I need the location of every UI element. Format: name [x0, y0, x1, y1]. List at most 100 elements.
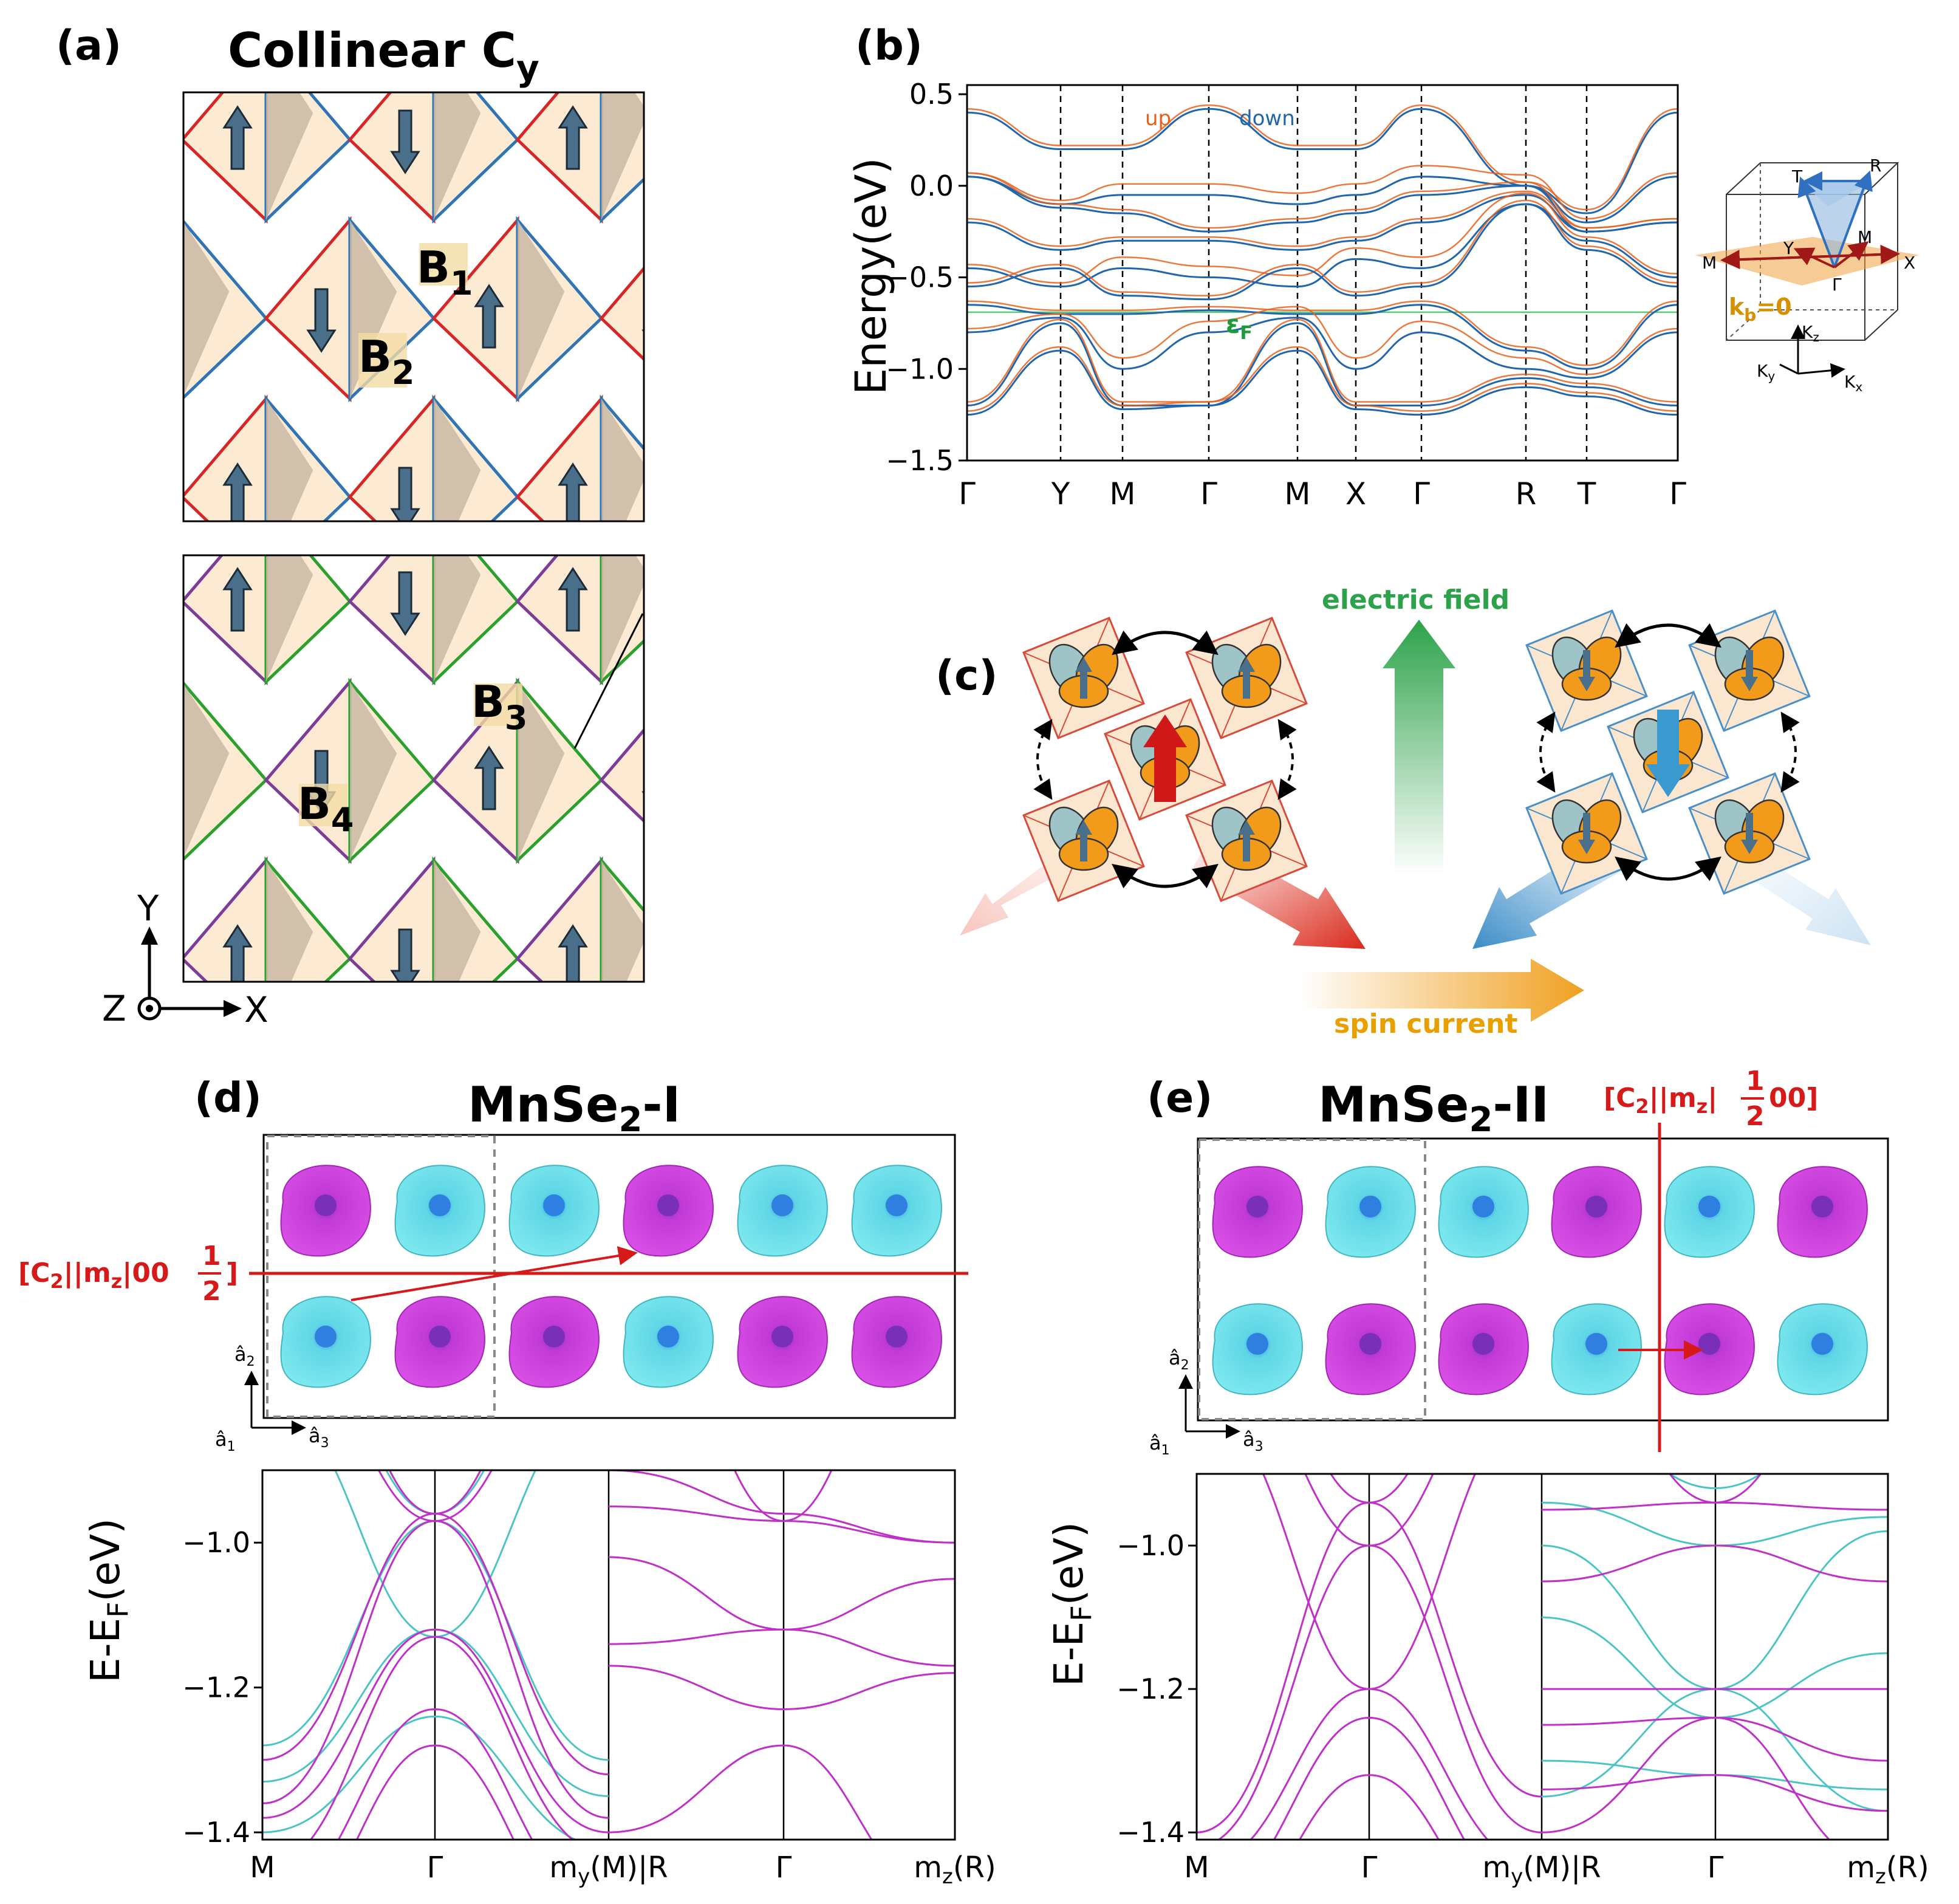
lattice-triangle: [769, 324, 853, 503]
spin-down-arrow: [643, 646, 670, 708]
lattice-shade: [266, 92, 313, 221]
lattice-shade: [769, 41, 816, 220]
x-tick-label: M: [250, 1851, 275, 1885]
vec-a3-d: â3: [309, 1424, 329, 1451]
band-line: [734, 1470, 833, 1522]
spin-down-arrow: [1578, 813, 1595, 854]
symmetry-close-d: ]: [226, 1258, 238, 1289]
band-line: [1330, 1474, 1409, 1504]
label-b3: B3: [471, 676, 527, 737]
lattice-triangle: [183, 677, 184, 865]
panel-b-axes: 0.50.0−0.5−1.0−1.5Γ Y M Γ M X Γ R T Γ: [886, 78, 1686, 512]
band-line: [1669, 1474, 1762, 1504]
lattice-triangle: [183, 600, 185, 603]
lattice-triangle: [98, 1039, 182, 1217]
dashed-coupling: [1033, 719, 1053, 800]
mn-atom: [1811, 1333, 1833, 1355]
panel-b: (b) Energy(eV) 0.50.0−0.5−1.0−1.5Γ Y M Γ M X Γ…: [846, 22, 1920, 512]
band-up: [967, 192, 1678, 284]
fermi-label: εF: [1226, 309, 1253, 344]
lattice-top-frame: [182, 91, 645, 522]
lattice-shade: [769, 503, 816, 682]
lattice-shade: [183, 222, 230, 396]
k-point-label: Γ: [959, 476, 976, 512]
octahedra-cluster-up: [1022, 617, 1308, 902]
lattice-triangle: [182, 1039, 266, 1217]
spin-up-arrow: [474, 745, 504, 810]
spin-up-arrow: [811, 747, 838, 809]
lattice-triangle: [15, 399, 98, 577]
panel-e-title: MnSe2-II: [1318, 1077, 1549, 1140]
y-tick-label: −1.2: [182, 1671, 250, 1704]
bz-label-m1: M: [1858, 227, 1872, 247]
vec-a2-e: â2: [1169, 1346, 1189, 1373]
x-tick-label: mz(R): [1847, 1851, 1929, 1889]
spin-up-arrow: [558, 567, 588, 632]
lattice-vectors-d: â2 â1 â3: [215, 1343, 329, 1454]
coupling-arrow: [1112, 863, 1219, 889]
band-line: [1304, 1474, 1434, 1547]
lattice-triangle: [685, 324, 769, 503]
band-line: [1273, 1716, 1466, 1840]
spin-down-arrow: [1578, 650, 1595, 691]
lattice-triangle: [769, 220, 853, 399]
dashed-coupling: [1536, 711, 1556, 793]
dashed-coupling: [1780, 711, 1800, 793]
x-tick-label: my(M)|R: [1482, 1851, 1601, 1889]
band-down: [967, 349, 1678, 416]
faint-blue-arrow: [1745, 857, 1871, 945]
spin-down-arrow: [641, 791, 644, 795]
lattice-shade: [518, 0, 564, 41]
y-tick-label: 0.5: [909, 78, 954, 111]
mnse2-i-spin-density: [280, 1165, 942, 1388]
panel-d-title: MnSe2-I: [468, 1077, 680, 1140]
lattice-shade: [434, 92, 481, 221]
bz-plane-label: kb=0: [1729, 293, 1792, 325]
band-structure: [967, 104, 1678, 416]
spin-up-arrow: [1238, 657, 1255, 699]
band-line: [355, 1744, 515, 1840]
panel-c-tag: (c): [935, 652, 997, 700]
stray-line: [573, 613, 644, 749]
bz-label-gamma: Γ: [1832, 275, 1842, 295]
lattice-shade: [685, 324, 732, 503]
lattice-shade: [853, 577, 900, 756]
lattice-triangle: [685, 399, 769, 577]
lattice-shade: [685, 0, 732, 41]
lattice-top: [15, 0, 900, 756]
x-tick-label: Γ: [1361, 1851, 1378, 1885]
vec-a1-d: â1: [215, 1428, 236, 1454]
spin-up-arrow: [222, 567, 253, 632]
lattice-triangle: [685, 503, 769, 682]
panel-c: (c) electric field spin current: [935, 584, 1871, 1039]
lattice-shade: [182, 1039, 229, 1217]
band-line: [608, 1628, 955, 1667]
y-tick-label: −0.5: [886, 261, 954, 294]
coupling-arrow: [1615, 623, 1721, 648]
panel-d-bands: [262, 1470, 955, 1840]
label-b4: B4: [298, 778, 354, 839]
band-line: [1298, 1774, 1440, 1840]
lattice-triangle: [518, 0, 601, 41]
spin-down-arrow: [306, 288, 337, 353]
mn-atom: [1811, 1196, 1833, 1217]
lattice-shade: [182, 0, 229, 41]
spin-up-arrow: [558, 462, 588, 521]
spin-down-arrow: [1741, 813, 1758, 854]
bz-ky: Ky: [1757, 361, 1775, 383]
lattice-triangle: [769, 503, 853, 682]
lattice-shade: [685, 577, 732, 756]
k-point-label: Γ: [1669, 476, 1686, 512]
x-tick-label: mz(R): [914, 1851, 996, 1889]
lattice-shade: [266, 555, 313, 682]
y-tick-label: −1.5: [886, 444, 954, 477]
band-up: [967, 346, 1678, 412]
band-line: [608, 1505, 955, 1544]
spin-up-arrow: [811, 643, 838, 705]
lattice-triangle: [685, 0, 769, 41]
electric-field-label: electric field: [1322, 584, 1509, 615]
panel-a-tag: (a): [56, 22, 121, 70]
y-tick-label: −1.0: [1116, 1529, 1185, 1562]
spin-up-arrow: [140, 643, 167, 705]
